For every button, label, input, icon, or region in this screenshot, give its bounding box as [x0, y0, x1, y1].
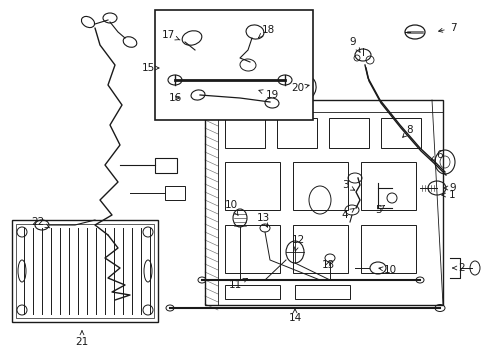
Text: 17: 17 [161, 30, 180, 40]
Bar [225, 285, 280, 299]
Bar [155, 158, 177, 173]
Bar [225, 162, 280, 210]
Text: 9: 9 [350, 37, 360, 52]
Text: 4: 4 [342, 208, 354, 220]
Text: 10: 10 [224, 200, 238, 215]
Bar [277, 118, 317, 148]
Text: 20: 20 [292, 83, 309, 93]
Bar [295, 285, 350, 299]
Bar [165, 186, 185, 200]
Bar [293, 162, 348, 210]
Text: 6: 6 [431, 150, 443, 160]
Bar [361, 162, 416, 210]
Text: 16: 16 [169, 93, 182, 103]
Bar [329, 118, 369, 148]
Bar [361, 225, 416, 273]
Text: 19: 19 [259, 90, 279, 100]
Text: 12: 12 [292, 235, 305, 251]
Text: 13: 13 [256, 213, 270, 227]
Text: 5: 5 [375, 205, 384, 215]
Text: 21: 21 [75, 331, 89, 347]
Bar [225, 118, 265, 148]
Text: 13: 13 [321, 260, 335, 270]
Text: 7: 7 [439, 23, 456, 33]
Text: 2: 2 [453, 263, 466, 273]
Text: 14: 14 [289, 309, 302, 323]
Bar [293, 225, 348, 273]
Bar [381, 118, 421, 148]
Bar [12, 220, 158, 322]
Bar [16, 224, 154, 318]
Text: 9: 9 [444, 183, 456, 193]
Text: 22: 22 [31, 217, 50, 228]
Text: 3: 3 [342, 180, 355, 190]
Text: 18: 18 [259, 25, 274, 37]
Bar [225, 225, 280, 273]
Text: 10: 10 [379, 265, 396, 275]
Text: 1: 1 [441, 190, 455, 200]
Text: 15: 15 [142, 63, 159, 73]
Bar [155, 10, 313, 120]
Text: 8: 8 [403, 125, 413, 138]
Text: 11: 11 [228, 278, 247, 290]
